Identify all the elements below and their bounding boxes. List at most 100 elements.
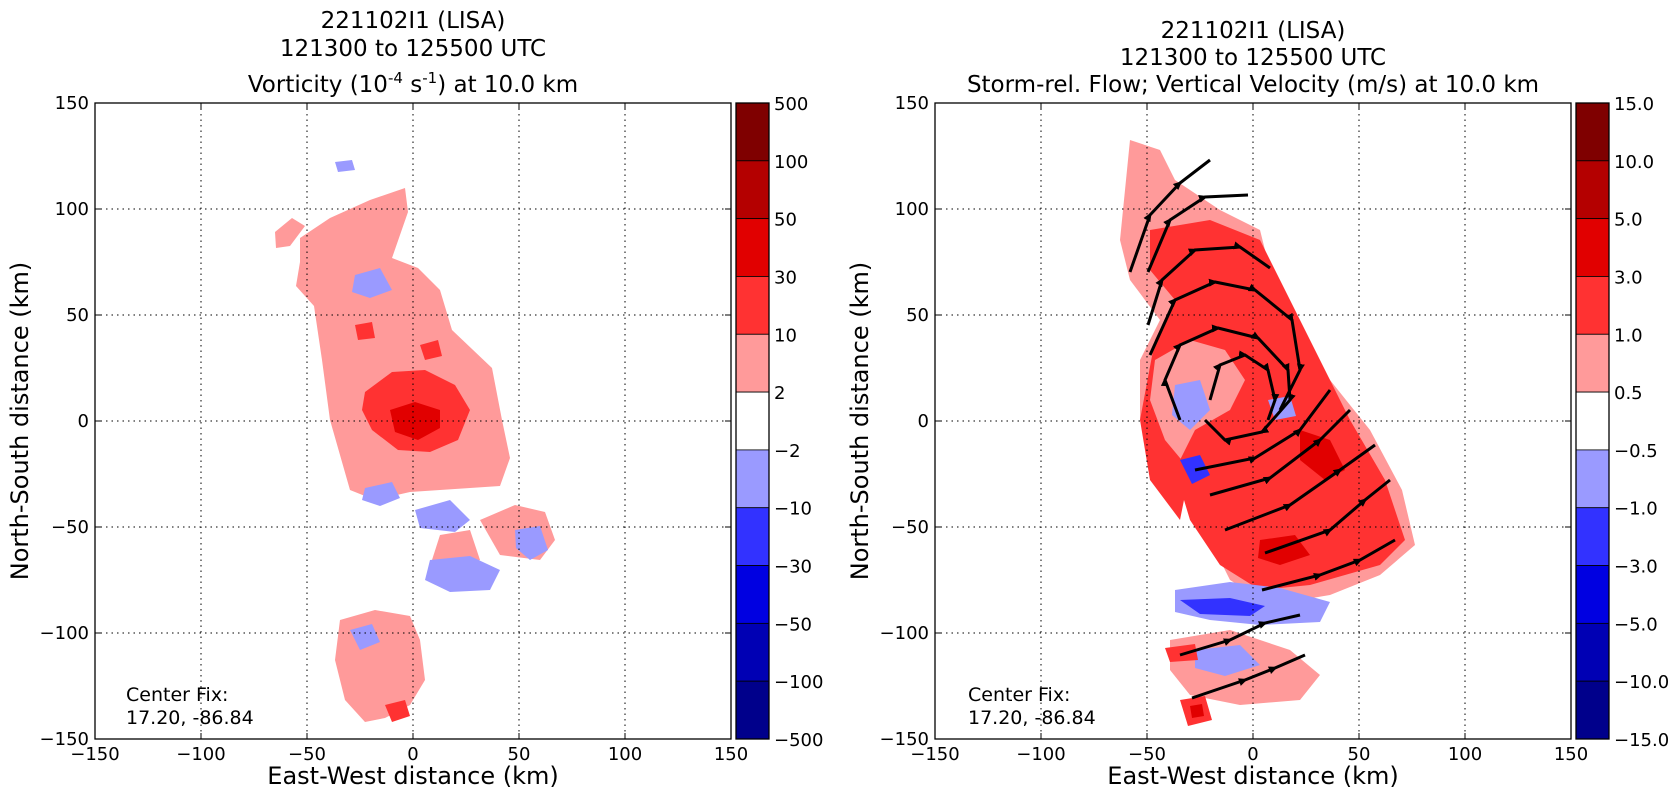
left-ticks: −150 −100 −50 0 50 100 150 150 100 50 0 −50 −100 −150 (40, 93, 749, 765)
y-tick-label: −50 (891, 517, 929, 538)
colorbar-tick-label: −50 (774, 614, 812, 635)
colorbar-tick-label: 15.0 (1614, 94, 1654, 115)
vorticity-region-positive-strong (355, 322, 375, 340)
colorbar-segment (1575, 102, 1610, 162)
colorbar-frame (735, 102, 770, 740)
colorbar-tick-label: −15.0 (1614, 730, 1669, 751)
colorbar-segment (735, 333, 770, 393)
vorticity-region-positive-weak (296, 188, 510, 500)
colorbar-tick-label: 50 (774, 210, 797, 231)
left-title-line2: 121300 to 125500 UTC (280, 36, 546, 62)
colorbar-segment (1575, 333, 1610, 393)
y-tick-label: 150 (895, 93, 929, 114)
colorbar-segment (735, 680, 770, 740)
streamline (1146, 241, 1271, 326)
x-tick-label: −100 (1016, 744, 1065, 765)
x-tick-label: 150 (1554, 744, 1588, 765)
colorbar-segment (735, 102, 770, 162)
left-title-line1: 221102I1 (LISA) (321, 8, 506, 34)
left-xlabel: East-West distance (km) (267, 762, 558, 790)
colorbar-tick-label: 30 (774, 267, 797, 288)
x-tick-label: −150 (910, 744, 959, 765)
colorbar-tick-label: −5.0 (1614, 614, 1658, 635)
y-tick-label: 50 (906, 305, 929, 326)
colorbar-segment (1575, 160, 1610, 220)
x-tick-label: −50 (288, 744, 326, 765)
colorbar-tick-label: 100 (774, 152, 808, 173)
left-center-fix-coords: 17.20, -86.84 (126, 707, 254, 729)
y-tick-label: 0 (918, 411, 929, 432)
left-ylabel: North-South distance (km) (6, 262, 34, 581)
right-center-fix-label: Center Fix: (968, 684, 1070, 706)
streamline (1224, 443, 1376, 532)
vorticity-region-positive-strong (420, 340, 442, 360)
colorbar-segment (735, 160, 770, 220)
colorbar-segment (1575, 218, 1610, 277)
y-tick-label: −100 (880, 623, 929, 644)
storm-relative-streamlines (1128, 158, 1396, 700)
y-tick-label: 100 (895, 199, 929, 220)
vertical-velocity-panel: 221102I1 (LISA) 121300 to 125500 UTC Sto… (846, 18, 1669, 790)
streamline (1179, 613, 1301, 657)
vorticity-region-negative (515, 526, 548, 560)
colorbar-segment (735, 565, 770, 624)
colorbar-tick-label: 3.0 (1614, 267, 1643, 288)
streamline (1148, 278, 1305, 411)
vorticity-region-negative (335, 160, 355, 172)
colorbar-tick-label: −0.5 (1614, 441, 1658, 462)
colorbar-segment (735, 391, 770, 451)
x-tick-label: 100 (608, 744, 642, 765)
right-center-fix-coords: 17.20, -86.84 (968, 707, 1096, 729)
right-colorbar: 15.0 10.0 5.0 3.0 1.0 0.5 −0.5 −1.0 −3.0 −5.0 −10.… (1575, 94, 1669, 751)
x-tick-label: 50 (1348, 744, 1371, 765)
x-tick-label: −150 (70, 744, 119, 765)
streamline (1261, 538, 1396, 592)
left-center-fix-label: Center Fix: (126, 684, 228, 706)
colorbar-tick-label: 2 (774, 383, 785, 404)
vorticity-region-positive-weak (275, 218, 305, 248)
right-gridlines (935, 103, 1571, 739)
colorbar-tick-label: −500 (774, 730, 823, 751)
vorticity-region-positive-strong (385, 700, 410, 722)
right-title-line1: 221102I1 (LISA) (1161, 18, 1346, 44)
vorticity-region-negative (350, 624, 380, 650)
colorbar-tick-label: 1.0 (1614, 325, 1643, 346)
x-tick-label: 150 (714, 744, 748, 765)
vorticity-region-negative (352, 268, 392, 298)
colorbar-segment (735, 622, 770, 682)
y-tick-label: 100 (55, 199, 89, 220)
x-tick-label: −100 (176, 744, 225, 765)
colorbar-segment (735, 276, 770, 335)
left-colorbar: 500 100 50 30 10 2 −2 −10 −30 −50 −100 −500 (735, 94, 823, 751)
vertical-velocity-field (1120, 140, 1415, 726)
velocity-region-negative-strong (1180, 598, 1265, 616)
y-tick-label: 150 (55, 93, 89, 114)
y-tick-label: 0 (78, 411, 89, 432)
x-tick-label: 50 (508, 744, 531, 765)
colorbar-tick-label: 5.0 (1614, 210, 1643, 231)
colorbar-segment (735, 449, 770, 509)
streamline (1264, 478, 1391, 555)
colorbar-segment (1575, 565, 1610, 624)
y-tick-label: −100 (40, 623, 89, 644)
vorticity-field (275, 160, 555, 722)
vorticity-region-negative (362, 482, 400, 506)
x-tick-label: 0 (407, 744, 418, 765)
vorticity-region-negative (415, 500, 470, 532)
colorbar-segment (735, 507, 770, 566)
y-tick-label: 50 (66, 305, 89, 326)
colorbar-frame (1575, 102, 1610, 740)
colorbar-segment (1575, 276, 1610, 335)
velocity-region-positive-max (1190, 704, 1204, 718)
right-title-line3: Storm-rel. Flow; Vertical Velocity (m/s)… (967, 72, 1539, 98)
colorbar-tick-label: −1.0 (1614, 499, 1658, 520)
colorbar-tick-label: −30 (774, 557, 812, 578)
colorbar-tick-label: −2 (774, 441, 801, 462)
colorbar-tick-label: 0.5 (1614, 383, 1643, 404)
colorbar-segment (1575, 507, 1610, 566)
y-tick-label: −50 (51, 517, 89, 538)
right-ylabel: North-South distance (km) (846, 262, 874, 581)
streamline (1209, 408, 1352, 497)
left-title-line3: Vorticity (10-4 s-1) at 10.0 km (248, 69, 578, 98)
